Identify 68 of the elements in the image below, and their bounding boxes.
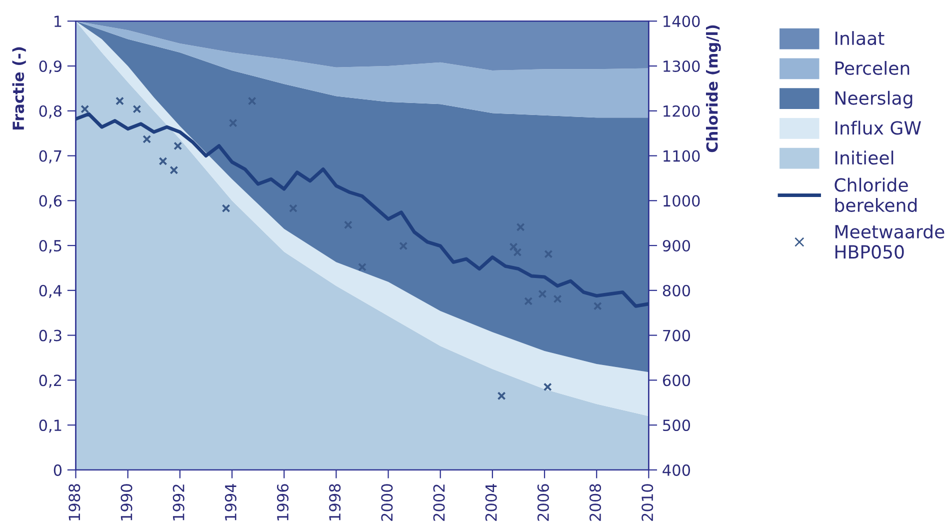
x-tick-label: 1996 xyxy=(276,484,289,520)
x-tick-label: 2008 xyxy=(589,484,602,521)
point xyxy=(543,382,552,392)
x-tick-label: 2002 xyxy=(433,484,445,521)
line-series xyxy=(76,112,649,308)
point xyxy=(593,302,602,310)
y-tick-label: 0,2 xyxy=(39,374,62,388)
point xyxy=(497,392,506,400)
point xyxy=(80,104,90,114)
point xyxy=(170,166,178,174)
x-tick-label: 2010 xyxy=(642,484,654,521)
point xyxy=(358,262,366,272)
point xyxy=(248,96,256,106)
point xyxy=(222,204,230,212)
y-tick-label: 1 xyxy=(54,16,62,27)
legend-label: Meetwaarde HBP050 xyxy=(835,224,944,259)
y2-tick-label: 1300 xyxy=(664,60,700,72)
y-tick-label: 0,6 xyxy=(39,195,62,208)
point xyxy=(116,96,124,106)
point xyxy=(142,134,152,144)
legend-label: Inlaat xyxy=(835,31,884,46)
legend-label: Chloride berekend xyxy=(834,178,917,212)
y-tick-label: 0,1 xyxy=(39,420,62,433)
y2-tick-label: 900 xyxy=(662,240,690,252)
y2-tick-label: 800 xyxy=(662,284,690,296)
y-tick-label: 0,3 xyxy=(39,330,62,343)
y2-tick-label: 700 xyxy=(663,330,690,342)
point xyxy=(513,248,522,256)
legend-label: Initieel xyxy=(835,150,894,165)
x-tick-label: 2000 xyxy=(381,484,393,521)
y2-tick-label: 600 xyxy=(662,374,690,386)
y2-tick-label: 1100 xyxy=(664,150,700,162)
y-tick-label: 0,5 xyxy=(39,240,62,254)
point xyxy=(174,142,182,150)
legend-label: Percelen xyxy=(835,60,910,75)
y2-axis-title: Chloride (mg/l) xyxy=(706,25,721,152)
point xyxy=(288,204,298,212)
x-tick-label: 1994 xyxy=(224,484,236,520)
legend-label: Influx GW xyxy=(835,120,921,135)
x-tick-label: 2004 xyxy=(485,484,497,521)
y-tick-label: 0 xyxy=(54,464,62,476)
y-axis-title: Fractie (-) xyxy=(12,47,26,130)
y2-tick-label: 1000 xyxy=(664,195,700,207)
x-tick-label: 2006 xyxy=(537,484,549,521)
point xyxy=(509,242,518,252)
point xyxy=(228,118,238,128)
y2-tick-label: 500 xyxy=(663,420,690,432)
point xyxy=(553,294,562,304)
y-tick-label: 0,7 xyxy=(39,150,62,164)
point xyxy=(516,222,525,232)
point xyxy=(158,156,168,166)
y2-tick-label: 1400 xyxy=(664,16,700,28)
y-tick-label: 0,9 xyxy=(39,60,62,74)
y2-tick-label: 1200 xyxy=(664,105,700,117)
x-tick-label: 1998 xyxy=(329,484,341,520)
x-tick-label: 1990 xyxy=(120,484,132,520)
point xyxy=(344,220,352,230)
x-tick-label: 1992 xyxy=(172,484,184,520)
legend-label: Neerslag xyxy=(835,90,912,108)
point xyxy=(538,290,547,298)
y2-tick-label: 400 xyxy=(662,464,690,476)
y-tick-label: 0,8 xyxy=(39,105,62,118)
point xyxy=(399,242,408,250)
point xyxy=(544,250,553,258)
point xyxy=(524,296,533,306)
x-tick-label: 1988 xyxy=(68,484,80,520)
point xyxy=(132,104,142,114)
y-tick-label: 0,4 xyxy=(39,284,62,298)
